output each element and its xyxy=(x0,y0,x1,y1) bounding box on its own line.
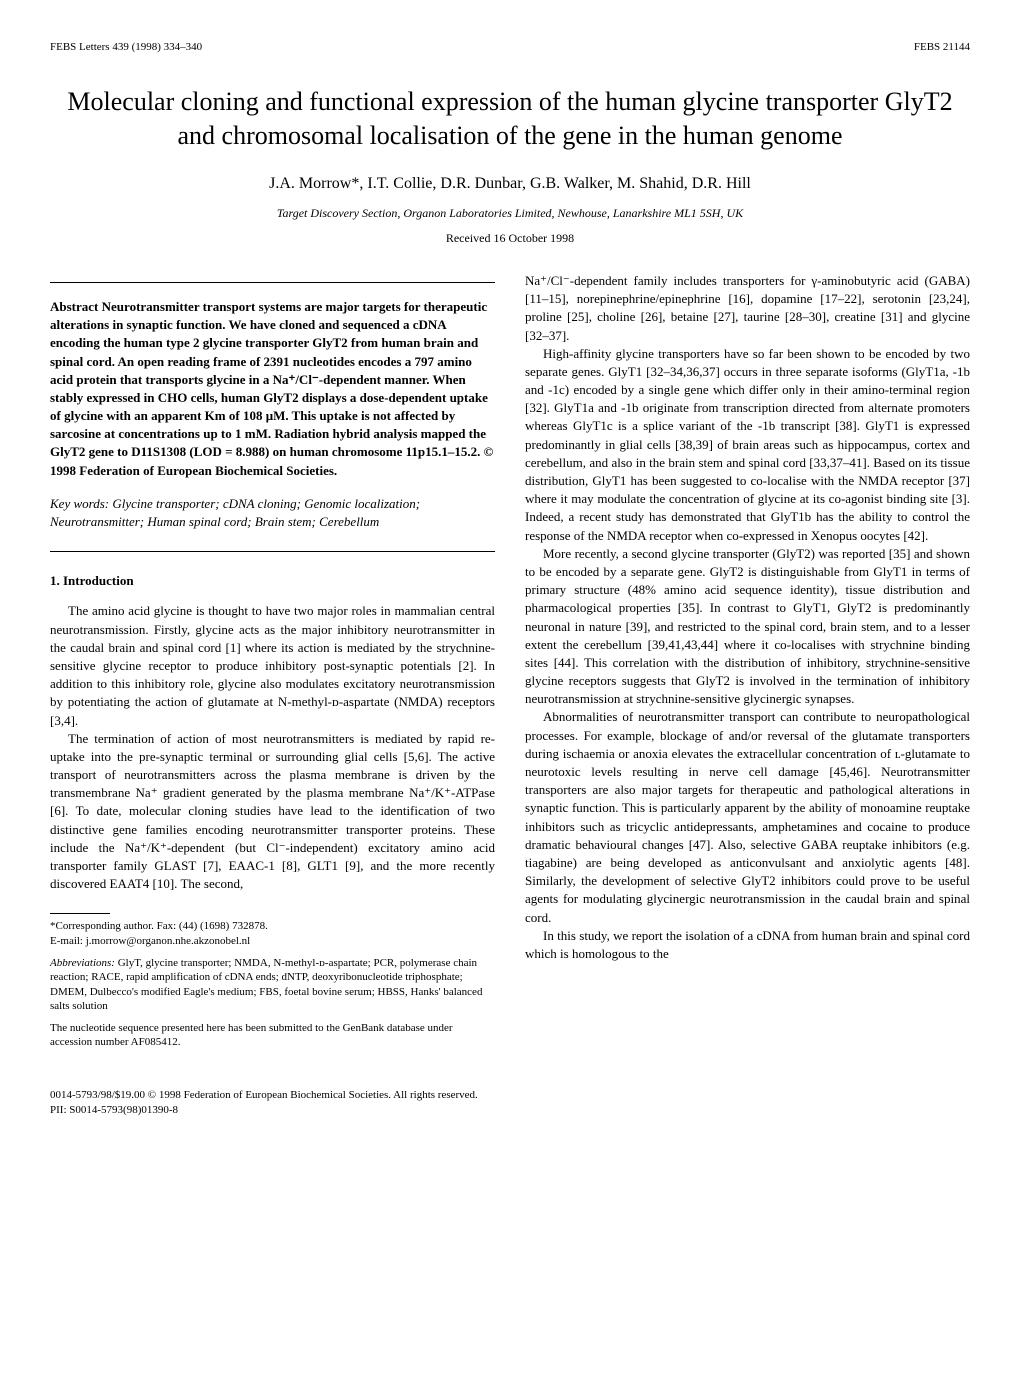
two-column-layout: Abstract Neurotransmitter transport syst… xyxy=(50,272,970,1058)
body-paragraph: Na⁺/Cl⁻-dependent family includes transp… xyxy=(525,272,970,345)
abstract-block: Abstract Neurotransmitter transport syst… xyxy=(50,298,495,480)
corresponding-fax: *Corresponding author. Fax: (44) (1698) … xyxy=(50,919,495,933)
affiliation: Target Discovery Section, Organon Labora… xyxy=(50,205,970,222)
abbreviations-footnote: Abbreviations: GlyT, glycine transporter… xyxy=(50,956,495,1013)
abbreviations-label: Abbreviations: xyxy=(50,957,115,969)
body-paragraph: More recently, a second glycine transpor… xyxy=(525,545,970,709)
footnote-divider xyxy=(50,913,110,914)
genbank-footnote: The nucleotide sequence presented here h… xyxy=(50,1021,495,1050)
body-paragraph: In this study, we report the isolation o… xyxy=(525,927,970,963)
article-id: FEBS 21144 xyxy=(914,40,970,55)
body-paragraph: High-affinity glycine transporters have … xyxy=(525,345,970,545)
left-column: Abstract Neurotransmitter transport syst… xyxy=(50,272,495,1058)
corresponding-email: E-mail: j.morrow@organon.nhe.akzonobel.n… xyxy=(50,934,495,948)
body-paragraph: The termination of action of most neurot… xyxy=(50,730,495,894)
keywords-block: Key words: Glycine transporter; cDNA clo… xyxy=(50,495,495,531)
abstract-label: Abstract xyxy=(50,299,98,314)
abbreviations-text: GlyT, glycine transporter; NMDA, N-methy… xyxy=(50,957,482,1012)
authors-list: J.A. Morrow*, I.T. Collie, D.R. Dunbar, … xyxy=(50,173,970,195)
section-heading: 1. Introduction xyxy=(50,572,495,590)
abstract-text: Neurotransmitter transport systems are m… xyxy=(50,299,488,460)
keywords-label: Key words: xyxy=(50,496,109,511)
journal-citation: FEBS Letters 439 (1998) 334–340 xyxy=(50,40,202,55)
right-column: Na⁺/Cl⁻-dependent family includes transp… xyxy=(525,272,970,1058)
footer-pii: PII: S0014-5793(98)01390-8 xyxy=(50,1103,970,1118)
page-header: FEBS Letters 439 (1998) 334–340 FEBS 211… xyxy=(50,40,970,55)
body-paragraph: The amino acid glycine is thought to hav… xyxy=(50,602,495,729)
article-title: Molecular cloning and functional express… xyxy=(50,85,970,153)
body-paragraph: Abnormalities of neurotransmitter transp… xyxy=(525,708,970,926)
corresponding-author-footnote: *Corresponding author. Fax: (44) (1698) … xyxy=(50,919,495,948)
divider xyxy=(50,551,495,552)
received-date: Received 16 October 1998 xyxy=(50,230,970,247)
footer-copyright: 0014-5793/98/$19.00 © 1998 Federation of… xyxy=(50,1088,970,1103)
divider xyxy=(50,282,495,283)
page-footer: 0014-5793/98/$19.00 © 1998 Federation of… xyxy=(50,1088,970,1119)
